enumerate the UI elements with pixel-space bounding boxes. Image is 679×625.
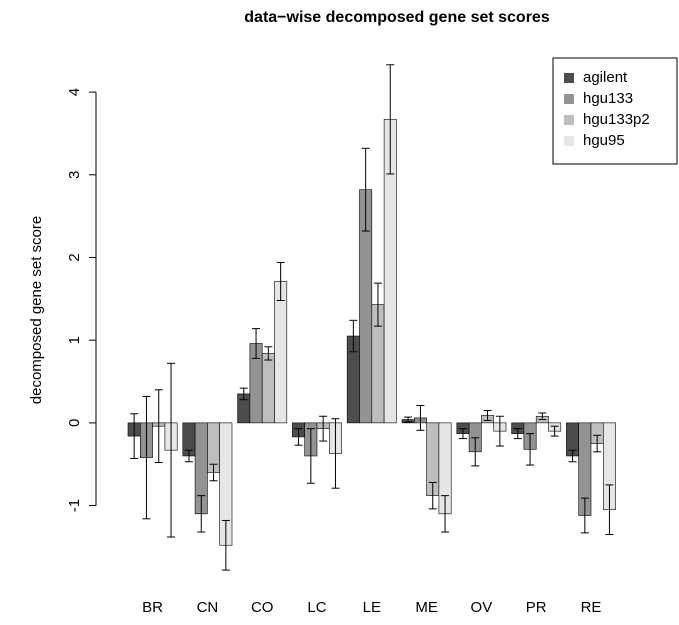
error-bar [386,64,395,175]
error-bar [513,428,522,440]
error-bar [276,261,285,301]
error-bar [373,282,382,327]
error-bar [294,428,303,446]
error-bar [130,413,139,459]
error-bar [361,147,370,232]
error-bar [428,481,437,510]
error-bar [349,319,358,353]
y-axis-label: decomposed gene set score [28,216,45,404]
error-bar [471,437,480,467]
y-tick-label: 1 [66,336,83,344]
x-tick-label: LC [307,599,326,616]
y-tick-label: -1 [66,499,83,512]
error-bar [197,495,206,533]
error-bar [441,495,450,533]
error-bar [580,497,589,534]
y-tick-label: 0 [66,419,83,427]
error-bar [154,389,163,464]
x-tick-label: CO [251,599,274,616]
legend-swatch [564,73,574,83]
bar [261,353,275,424]
x-tick-label: OV [471,599,493,616]
legend-label: hgu133p2 [583,111,650,128]
error-bar [495,415,504,447]
y-tick-label: 4 [66,88,83,96]
error-bar [167,362,176,538]
y-tick-label: 2 [66,253,83,261]
error-bar [221,519,230,571]
bar [274,281,288,424]
error-bar [209,463,218,482]
x-tick-label: ME [415,599,438,616]
error-bar [458,428,467,440]
error-bar [593,434,602,453]
error-bar [331,418,340,489]
error-bar [550,425,559,437]
chart-title: data−wise decomposed gene set scores [244,9,550,26]
legend-swatch [564,136,574,146]
x-tick-label: PR [526,599,547,616]
error-bar [264,346,273,361]
legend-label: hgu95 [583,132,625,149]
error-bar [483,409,492,421]
legend-swatch [564,115,574,125]
error-bar [239,387,248,401]
error-bar [142,395,151,520]
error-bar [319,415,328,442]
error-bar [306,428,315,484]
error-bar [605,484,614,536]
x-tick-label: RE [581,599,602,616]
x-tick-label: BR [142,599,163,616]
error-bar [184,449,193,463]
legend-label: hgu133 [583,90,633,107]
error-bar [538,412,547,421]
error-bar [252,328,261,359]
error-bar [416,405,425,431]
error-bar [526,433,535,466]
error-bar [568,449,577,463]
x-tick-label: CN [197,599,219,616]
error-bar [404,416,413,423]
x-tick-label: LE [363,599,381,616]
legend-label: agilent [583,69,628,86]
y-tick-label: 3 [66,171,83,179]
legend-swatch [564,94,574,104]
